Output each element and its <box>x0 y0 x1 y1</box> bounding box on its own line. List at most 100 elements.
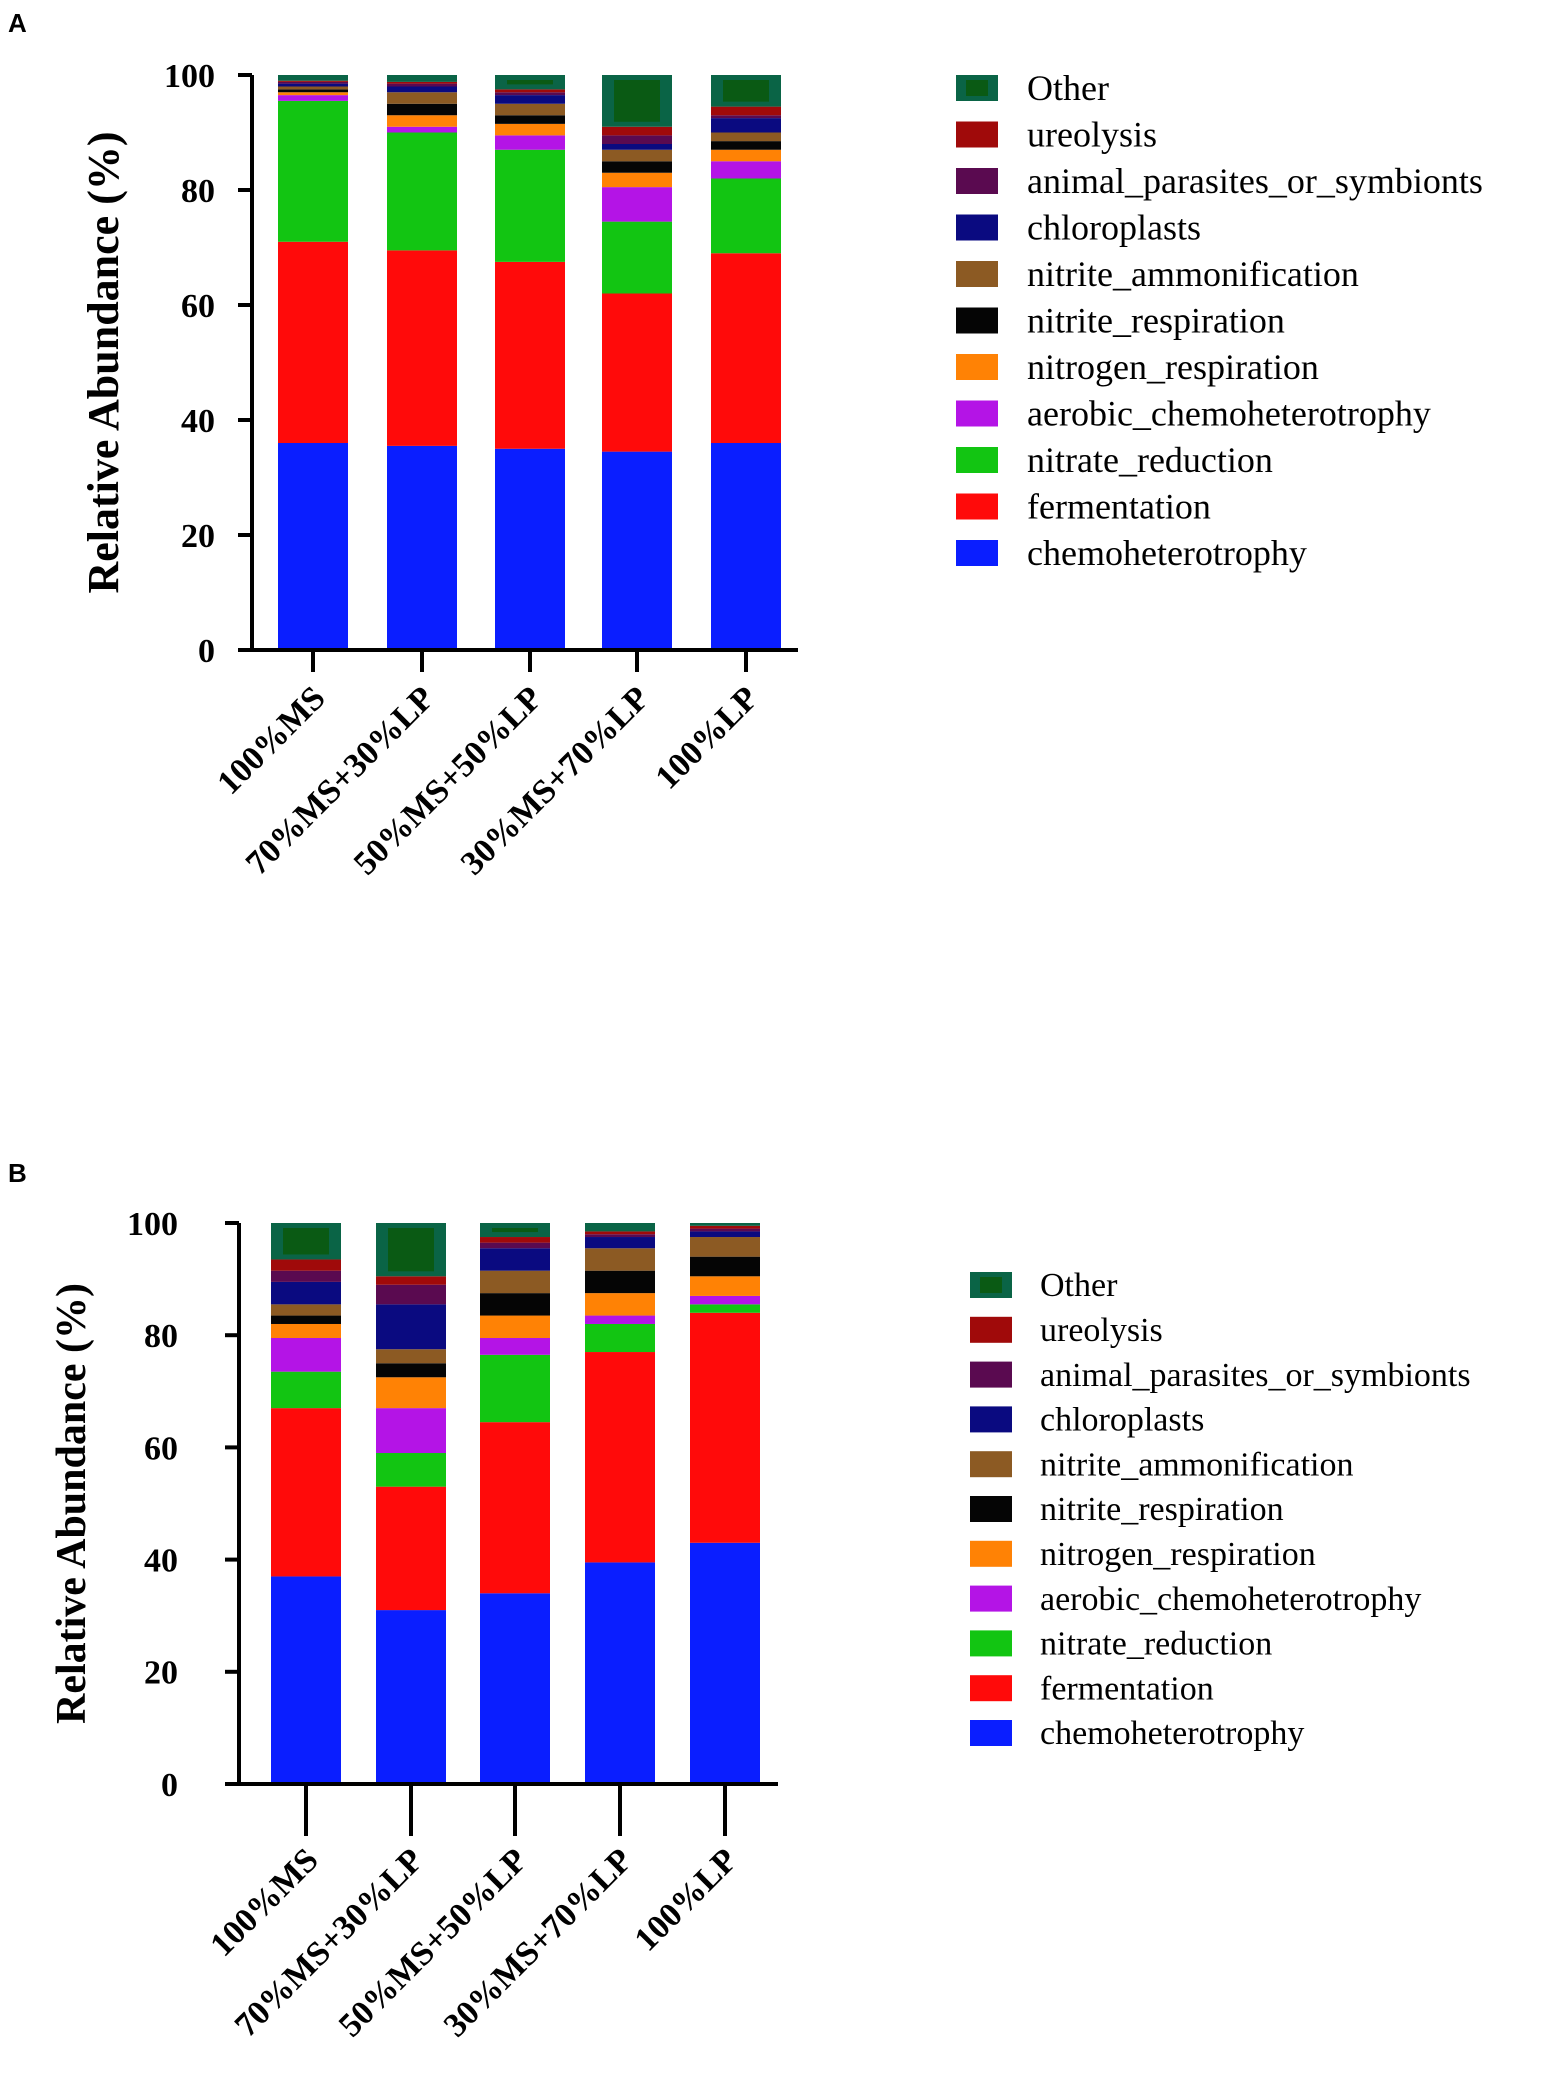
bar-segment-chemoheterotrophy <box>376 1610 446 1784</box>
legend-swatch-nitrate-reduction <box>956 447 998 473</box>
legend-swatch-animal-parasites-or-symbionts <box>956 168 998 194</box>
bar-segment-animal-parasites-or-symbionts <box>376 1284 446 1305</box>
bar-segment-nitrite-respiration <box>480 1293 550 1316</box>
bar-segment-chemoheterotrophy <box>271 1576 341 1784</box>
bar-segment-fermentation <box>585 1352 655 1563</box>
bar-segment-fermentation <box>690 1312 760 1543</box>
bar-segment-chloroplasts <box>602 144 672 150</box>
bar-segment-nitrate-reduction <box>711 178 781 254</box>
legend-swatch-other-inner <box>980 1277 1002 1293</box>
bar-segment-nitrite-ammonification <box>278 86 348 90</box>
legend-swatch-aerobic-chemoheterotrophy <box>970 1585 1012 1612</box>
bar-segment-chloroplasts <box>278 83 348 87</box>
x-tick-label: 30%MS+70%LP <box>437 1841 640 2044</box>
legend-swatch-nitrite-ammonification <box>970 1451 1012 1478</box>
bar-stack-2 <box>387 75 457 650</box>
legend-label: aerobic_chemoheterotrophy <box>1027 393 1431 433</box>
bar-segment-chemoheterotrophy <box>711 443 781 650</box>
bar-segment-nitrogen-respiration <box>271 1323 341 1339</box>
y-tick-label: 80 <box>144 1318 178 1355</box>
bar-segment-fermentation <box>480 1422 550 1594</box>
legend-swatch-ureolysis <box>956 121 998 148</box>
bar-segment-Other <box>278 75 348 81</box>
bar-segment-nitrite-ammonification <box>602 149 672 162</box>
legend-swatch-nitrogen-respiration <box>956 354 998 380</box>
y-tick-label: 0 <box>198 633 215 670</box>
x-tick-label: 50%MS+50%LP <box>347 679 550 882</box>
bar-segment-nitrate-reduction <box>602 221 672 294</box>
bar-segment-fermentation <box>278 241 348 443</box>
stacked-bar-chart-a: 020406080100100%MS70%MS+30%LP50%MS+50%LP… <box>79 58 1483 882</box>
bar-segment-other-inner <box>492 1228 538 1233</box>
bar-segment-nitrate-reduction <box>271 1371 341 1409</box>
bar-segment-nitrogen-respiration <box>585 1293 655 1316</box>
legend-swatch-nitrite-respiration <box>956 307 998 334</box>
bar-segment-nitrogen-respiration <box>495 123 565 136</box>
bar-stack-5 <box>711 75 781 650</box>
bar-segment-chloroplasts <box>690 1231 760 1238</box>
bar-segment-nitrogen-respiration <box>602 172 672 188</box>
legend-label: nitrite_ammonification <box>1027 254 1359 294</box>
bar-segment-nitrate-reduction <box>376 1453 446 1487</box>
y-tick-label: 20 <box>144 1655 178 1692</box>
legend-label: nitrite_respiration <box>1040 1491 1284 1528</box>
legend-label: nitrite_respiration <box>1027 300 1285 340</box>
bar-segment-nitrite-respiration <box>711 141 781 150</box>
bar-segment-ureolysis <box>495 89 565 93</box>
bar-segment-nitrogen-respiration <box>711 149 781 162</box>
bar-segment-ureolysis <box>376 1276 446 1285</box>
bar-segment-nitrate-reduction <box>585 1323 655 1353</box>
bar-segment-nitrite-respiration <box>690 1256 760 1277</box>
legend-swatch-nitrite-respiration <box>970 1496 1012 1522</box>
bar-segment-chloroplasts <box>376 1304 446 1350</box>
bar-segment-chemoheterotrophy <box>585 1562 655 1784</box>
bar-segment-nitrite-ammonification <box>711 132 781 142</box>
bar-segment-aerobic-chemoheterotrophy <box>278 95 348 101</box>
bar-segment-ureolysis <box>271 1259 341 1271</box>
bar-segment-animal-parasites-or-symbionts <box>711 115 781 119</box>
legend: Other ureolysis animal_parasites_or_symbio… <box>970 1267 1471 1752</box>
chart-panel-b: B 0 20 40 60 80 100 100%MS 70%MS+30%LP 50%MS+50%… <box>0 1150 1562 2092</box>
legend-swatch-fermentation <box>956 493 998 520</box>
bar-stack-4 <box>602 75 672 650</box>
y-axis-title: Relative Abundance (%) <box>79 132 128 594</box>
chart-panel-a: A 0 20 40 60 80 100 100%MS 70%MS+30%LP 50%MS+50%… <box>8 8 1483 882</box>
legend-label: aerobic_chemoheterotrophy <box>1040 1581 1421 1618</box>
bar-segment-fermentation <box>376 1486 446 1611</box>
bar-segment-ureolysis <box>585 1231 655 1235</box>
x-tick-label: 50%MS+50%LP <box>332 1841 535 2044</box>
bar-segment-nitrogen-respiration <box>376 1377 446 1409</box>
bar-segment-other-inner <box>283 1228 329 1255</box>
bar-segment-Other <box>387 75 457 82</box>
legend-swatch-chloroplasts <box>956 214 998 241</box>
bar-segment-fermentation <box>711 253 781 443</box>
bar-segment-aerobic-chemoheterotrophy <box>495 135 565 150</box>
legend-label: fermentation <box>1040 1670 1214 1707</box>
x-tick-label: 30%MS+70%LP <box>454 679 657 882</box>
legend-swatch-fermentation <box>970 1675 1012 1702</box>
bar-segment-ureolysis <box>387 81 457 84</box>
x-tick-label: 100%LP <box>628 1841 745 1958</box>
y-tick-label: 80 <box>181 173 215 210</box>
bar-segment-nitrate-reduction <box>480 1354 550 1423</box>
bar-segment-nitrogen-respiration <box>690 1276 760 1296</box>
bar-segment-nitrogen-respiration <box>387 115 457 127</box>
legend-label: animal_parasites_or_symbionts <box>1027 161 1483 201</box>
bar-segment-Other <box>690 1223 760 1226</box>
bar-segment-Other <box>585 1223 655 1232</box>
y-tick-label: 40 <box>181 403 215 440</box>
legend-label: nitrogen_respiration <box>1040 1536 1316 1573</box>
bar-segment-fermentation <box>387 250 457 446</box>
x-tick-label: 70%MS+30%LP <box>228 1841 431 2044</box>
bar-segment-ureolysis <box>602 126 672 136</box>
legend-label: ureolysis <box>1040 1312 1163 1349</box>
bar-segment-ureolysis <box>480 1237 550 1243</box>
bar-segment-other-inner <box>723 80 769 102</box>
bar-segment-chloroplasts <box>387 86 457 93</box>
bar-segment-aerobic-chemoheterotrophy <box>690 1295 760 1305</box>
bar-segment-chloroplasts <box>711 118 781 133</box>
bar-segment-other-inner <box>388 1228 434 1272</box>
bar-segment-chemoheterotrophy <box>278 443 348 650</box>
y-tick-label: 40 <box>144 1543 178 1580</box>
bar-segment-animal-parasites-or-symbionts <box>387 83 457 87</box>
